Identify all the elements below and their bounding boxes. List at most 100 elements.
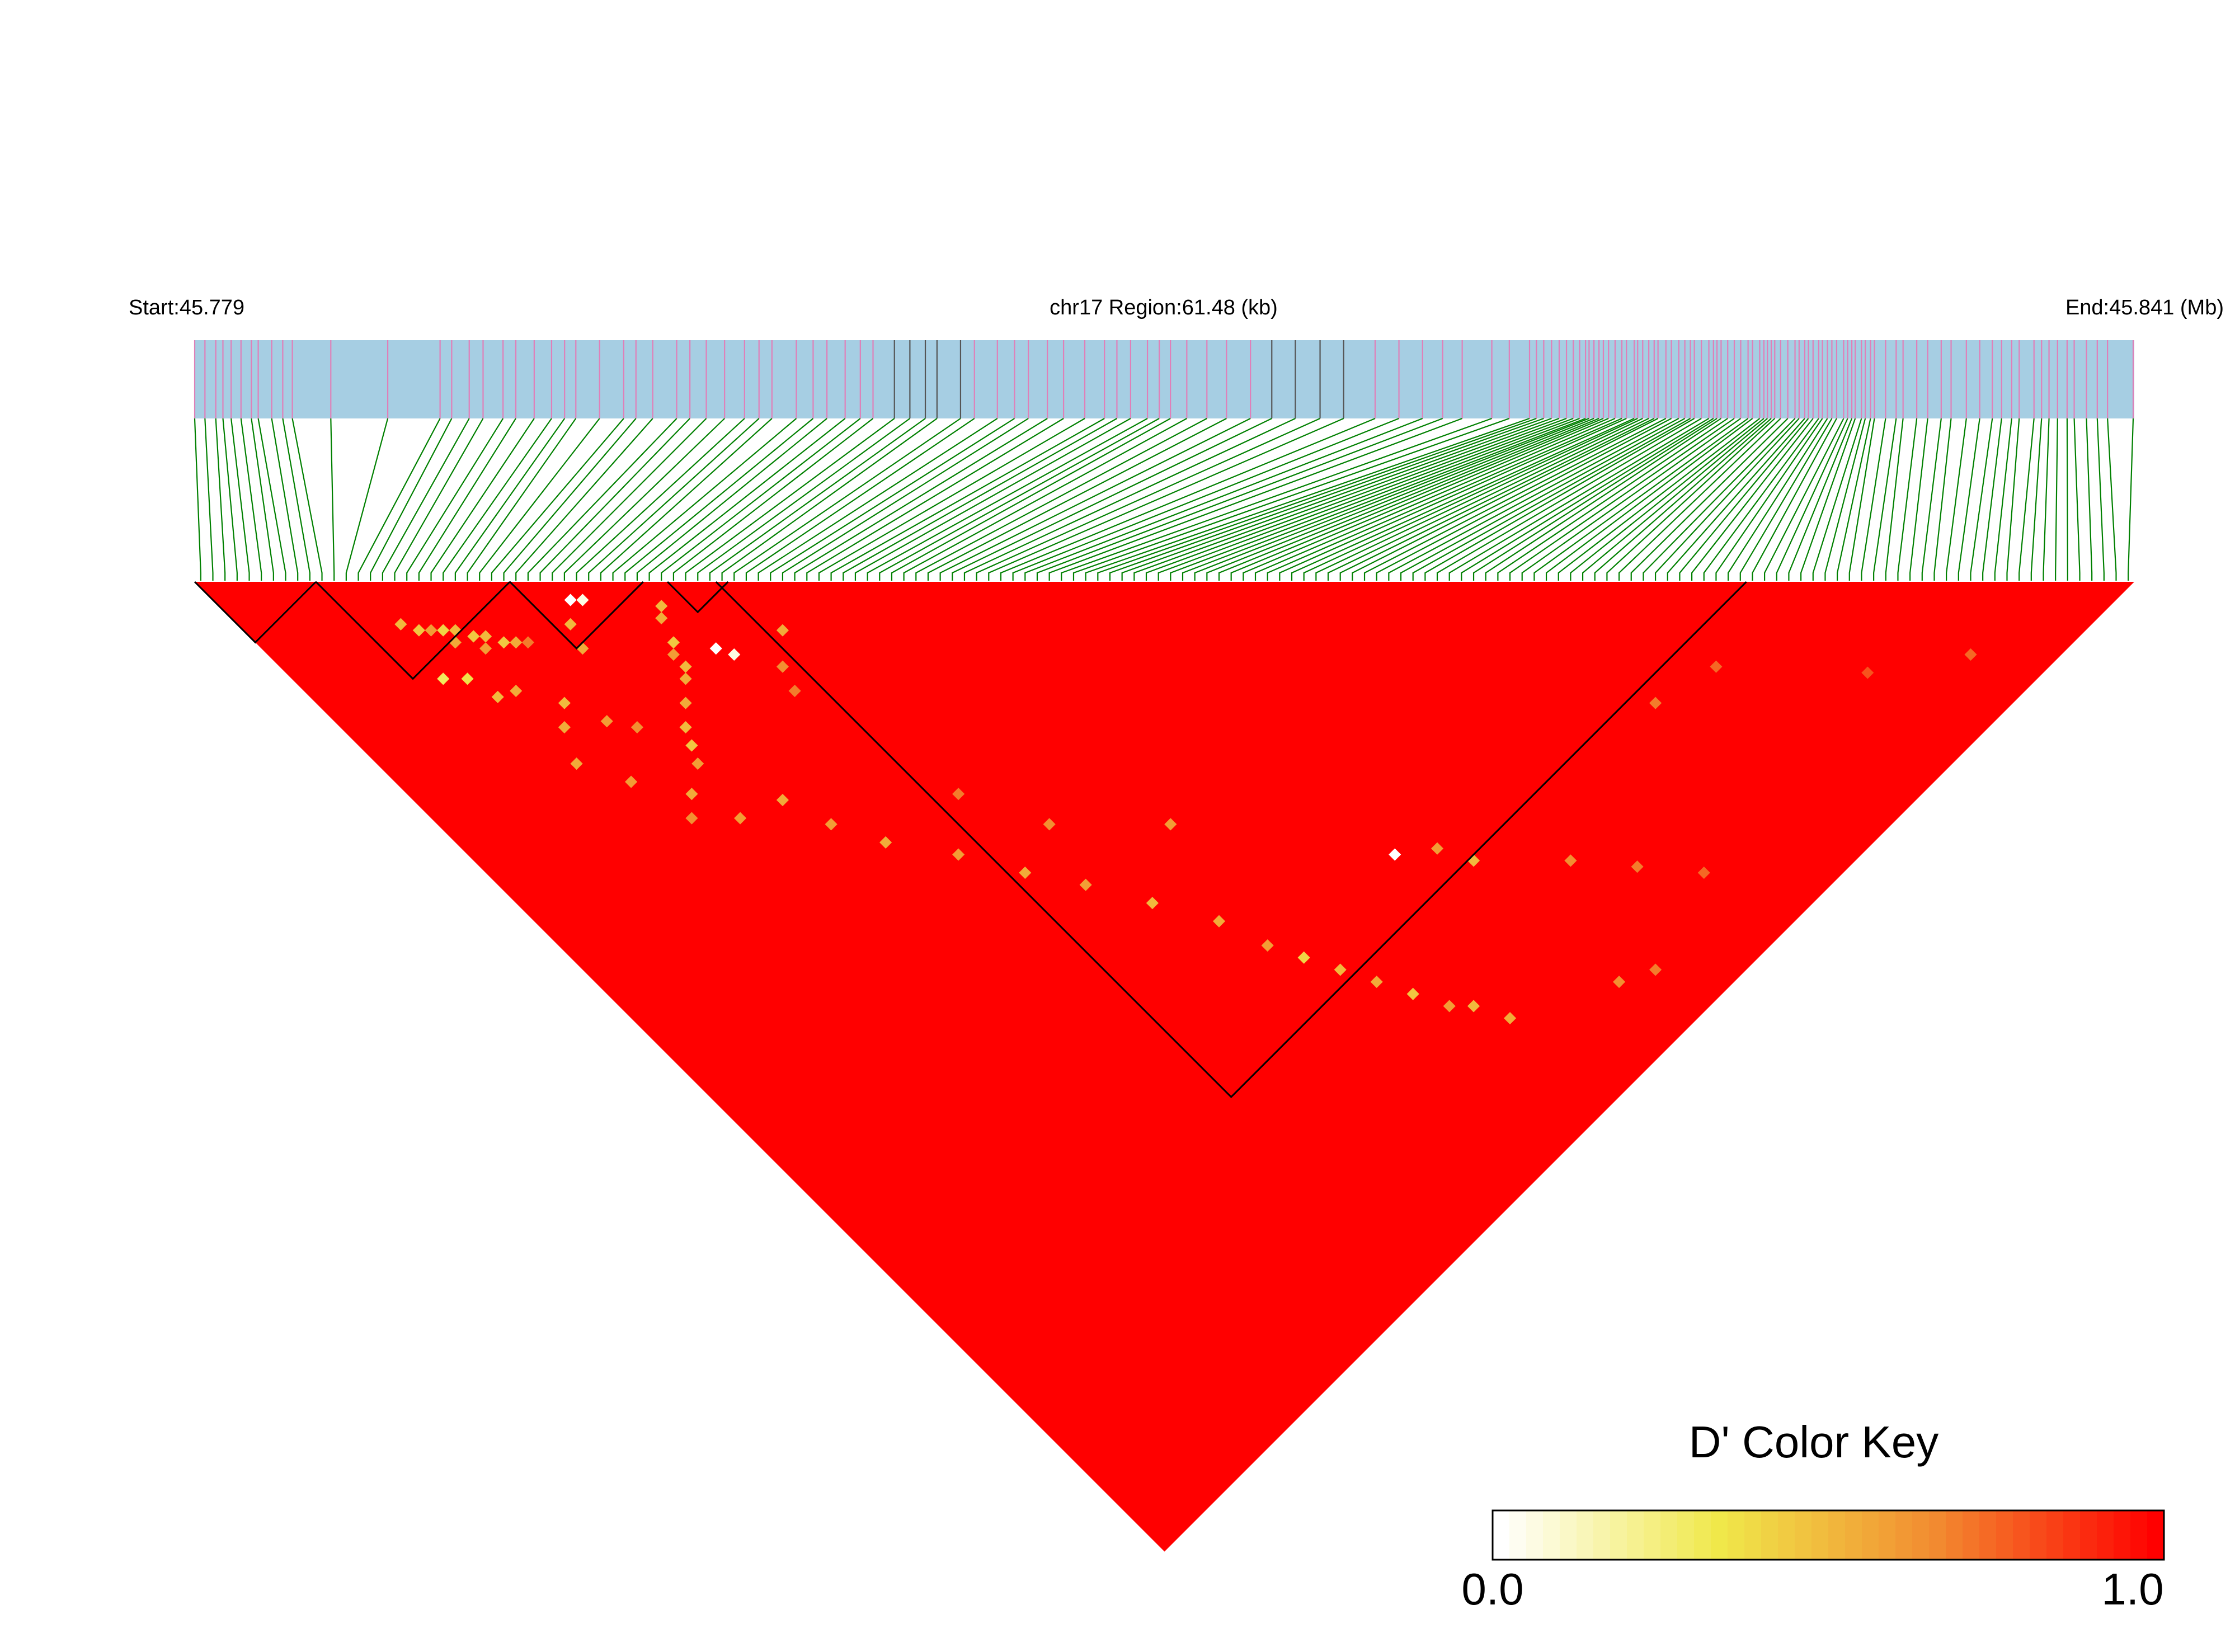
snp-connector bbox=[843, 418, 1117, 581]
snp-connector bbox=[467, 418, 577, 581]
snp-connector bbox=[2018, 418, 2035, 581]
snp-connector bbox=[1521, 418, 1742, 581]
color-key-segment bbox=[1744, 1510, 1762, 1560]
snp-connector bbox=[1994, 418, 2012, 581]
snp-connector bbox=[491, 418, 624, 581]
snp-connector bbox=[2055, 418, 2058, 581]
snp-connector bbox=[1243, 417, 1609, 581]
snp-connector bbox=[1812, 418, 1862, 581]
ld-cell bbox=[1334, 963, 1347, 976]
ld-cell bbox=[564, 594, 577, 606]
color-key-segment bbox=[2080, 1510, 2097, 1560]
color-key-segment bbox=[1593, 1510, 1611, 1560]
color-key-segment bbox=[1610, 1510, 1627, 1560]
color-key-segment bbox=[1761, 1510, 1778, 1560]
ld-cell bbox=[1467, 1000, 1480, 1013]
ld-cell bbox=[624, 775, 638, 788]
snp-connector bbox=[1315, 418, 1643, 581]
haplotype-block-outline bbox=[509, 581, 644, 650]
snp-connector bbox=[915, 418, 1207, 581]
snp-connector bbox=[527, 418, 677, 581]
color-key-segment bbox=[2063, 1510, 2081, 1560]
snp-connector bbox=[1982, 418, 2002, 581]
ld-cell bbox=[564, 618, 577, 631]
color-key-segment bbox=[1963, 1510, 1980, 1560]
ld-cell bbox=[491, 690, 504, 704]
snp-connector bbox=[2006, 418, 2020, 581]
ld-cell bbox=[437, 624, 450, 637]
color-key-segment bbox=[1979, 1510, 1997, 1560]
color-key-title: D' Color Key bbox=[1689, 1417, 1939, 1467]
ld-cell bbox=[479, 642, 492, 655]
snp-connector bbox=[418, 418, 516, 581]
region-label: chr17 Region:61.48 (kb) bbox=[1050, 296, 1278, 319]
snp-connector bbox=[1339, 418, 1655, 581]
snp-connector bbox=[794, 418, 1048, 581]
snp-connector bbox=[1703, 418, 1819, 581]
snp-connector bbox=[1121, 417, 1552, 581]
snp-connector bbox=[240, 418, 262, 581]
color-key-segment bbox=[1711, 1510, 1728, 1560]
snp-connector bbox=[1145, 417, 1567, 581]
ld-cell bbox=[576, 594, 589, 606]
ld-cell bbox=[1503, 1011, 1517, 1025]
color-key-segment bbox=[1946, 1510, 1963, 1560]
snp-connector bbox=[1024, 417, 1423, 581]
color-key-segment bbox=[1509, 1510, 1527, 1560]
snp-connector bbox=[394, 418, 484, 581]
snp-connector bbox=[1218, 417, 1599, 581]
color-key-segment bbox=[1627, 1510, 1644, 1560]
ld-cell bbox=[733, 812, 747, 825]
snp-connector bbox=[1764, 418, 1845, 581]
snp-connector bbox=[1788, 418, 1853, 581]
ld-cell bbox=[776, 793, 789, 807]
ld-cell bbox=[679, 696, 692, 709]
snp-connector bbox=[733, 418, 961, 581]
snp-connector bbox=[382, 418, 470, 581]
snp-connector bbox=[194, 418, 201, 581]
color-key-segment bbox=[2147, 1510, 2165, 1560]
ld-cell bbox=[1431, 842, 1444, 855]
snp-connector bbox=[1012, 417, 1399, 581]
snp-connector bbox=[1909, 418, 1928, 581]
snp-connector bbox=[215, 418, 226, 581]
ld-cell bbox=[412, 624, 426, 637]
ld-background bbox=[195, 582, 2134, 1552]
snp-connector bbox=[2030, 418, 2043, 581]
snp-connector bbox=[1497, 418, 1728, 581]
snp-connector bbox=[1133, 417, 1560, 581]
ld-cell bbox=[825, 818, 837, 831]
ld-cell bbox=[655, 611, 668, 625]
ld-cell bbox=[479, 630, 492, 643]
snp-connector bbox=[1776, 418, 1848, 581]
snp-connector bbox=[282, 418, 310, 581]
snp-connector bbox=[1194, 417, 1589, 581]
color-key-segment bbox=[2097, 1510, 2114, 1560]
snp-connector bbox=[2128, 418, 2134, 581]
snp-connector bbox=[291, 418, 323, 581]
snp-connector bbox=[1824, 418, 1866, 581]
snp-connector bbox=[757, 418, 998, 581]
snp-connector bbox=[222, 418, 238, 581]
ld-cell bbox=[1212, 915, 1226, 928]
snp-connector bbox=[879, 418, 1160, 581]
snp-connector bbox=[648, 418, 846, 581]
ld-cell bbox=[461, 672, 474, 685]
snp-connector bbox=[1594, 418, 1772, 581]
snp-connector bbox=[1618, 418, 1781, 581]
snp-connector bbox=[1897, 418, 1918, 581]
color-key-segment bbox=[1728, 1510, 1745, 1560]
ld-cell bbox=[1443, 1000, 1456, 1013]
snp-connector bbox=[515, 418, 653, 581]
snp-connector bbox=[697, 418, 911, 581]
ld-cell bbox=[1261, 939, 1274, 952]
color-key-segment bbox=[1828, 1510, 1846, 1560]
snp-connector bbox=[443, 418, 552, 581]
snp-connector bbox=[927, 418, 1227, 581]
ld-cell bbox=[685, 788, 698, 801]
snp-connector bbox=[345, 418, 389, 581]
haplotype-block-outline bbox=[715, 581, 1747, 1099]
ld-cell bbox=[510, 636, 523, 649]
snp-connector bbox=[1933, 418, 1952, 581]
